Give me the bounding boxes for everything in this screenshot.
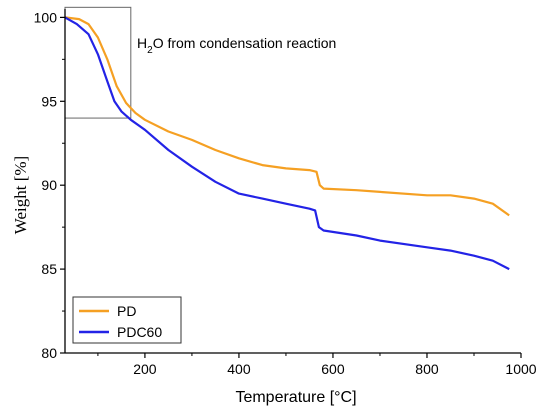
annotation-h: H xyxy=(137,35,147,51)
x-axis-label: Temperature [°C] xyxy=(235,389,356,406)
annotation-subscript: 2 xyxy=(147,45,153,56)
x-tick-label: 400 xyxy=(227,361,251,377)
y-tick-label: 80 xyxy=(41,345,57,361)
x-tick-label: 1000 xyxy=(505,361,536,377)
y-axis-label: Weight [%] xyxy=(11,156,30,234)
x-tick-label: 800 xyxy=(415,361,439,377)
legend-box xyxy=(72,296,182,344)
legend-label-pd: PD xyxy=(117,303,136,319)
y-tick-label: 90 xyxy=(41,177,57,193)
annotation-rest: O from condensation reaction xyxy=(153,35,337,51)
x-tick-label: 600 xyxy=(321,361,345,377)
legend-label-pdc60: PDC60 xyxy=(117,324,162,340)
annotation-label: H2O from condensation reaction xyxy=(137,35,336,56)
x-tick-label: 200 xyxy=(133,361,157,377)
y-tick-label: 85 xyxy=(41,261,57,277)
y-tick-label: 100 xyxy=(34,9,58,25)
series-line-pdc60 xyxy=(64,16,510,271)
y-tick-label: 95 xyxy=(41,93,57,109)
series-line-pd xyxy=(64,16,510,217)
